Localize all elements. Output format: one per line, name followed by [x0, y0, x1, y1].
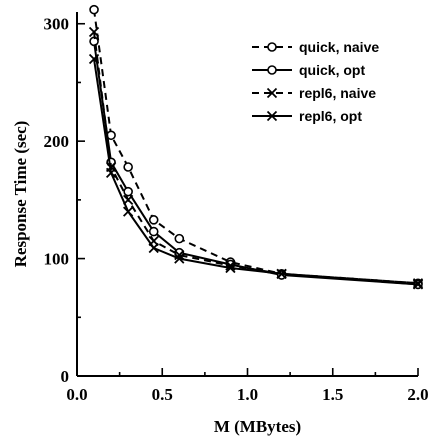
series-repl6-opt [88, 53, 424, 290]
x-marker [225, 262, 236, 274]
x-marker [123, 206, 134, 217]
x-marker-stroke [225, 260, 236, 271]
x-marker [266, 87, 278, 99]
x-axis-title: M (MBytes) [214, 417, 301, 436]
legend-item: quick, naive [252, 39, 379, 55]
x-marker-stroke [412, 279, 424, 290]
series-layer [88, 4, 424, 290]
x-marker [105, 167, 117, 179]
axes: 0.0 0.5 1.0 1.5 2.0 0 100 200 300 [44, 12, 429, 404]
x-marker [88, 53, 100, 65]
legend-label: repl6, opt [299, 108, 362, 124]
legend-item: repl6, opt [252, 108, 362, 124]
x-marker-stroke [276, 268, 287, 279]
x-marker-stroke [88, 53, 100, 65]
x-tick-label: 2.0 [407, 385, 428, 404]
x-marker [266, 110, 278, 122]
legend-label: quick, opt [299, 62, 365, 78]
series-repl6-naive [88, 26, 424, 289]
x-marker [88, 26, 100, 38]
legend-label: repl6, naive [299, 85, 376, 101]
x-tick-label: 1.5 [322, 385, 343, 404]
y-tick-label: 0 [61, 367, 70, 386]
x-marker-stroke [225, 262, 236, 274]
x-marker-stroke [148, 242, 159, 254]
x-marker-stroke [105, 167, 117, 179]
x-marker-stroke [174, 253, 185, 264]
x-marker-stroke [88, 26, 100, 38]
x-tick-label: 1.0 [237, 385, 258, 404]
legend-item: quick, opt [252, 62, 365, 78]
circle-marker [174, 233, 185, 244]
x-marker-stroke [266, 110, 278, 122]
circle-marker [267, 65, 277, 75]
y-tick-label: 200 [44, 132, 70, 151]
x-tick-label: 0.0 [66, 385, 87, 404]
series-line [93, 58, 419, 286]
y-tick-label: 300 [44, 15, 70, 34]
series-quick-opt [89, 36, 423, 290]
x-marker-stroke [266, 87, 278, 99]
circle-marker [148, 226, 159, 237]
x-tick-label: 0.5 [152, 385, 173, 404]
circle-marker [148, 215, 159, 225]
circle-marker [123, 162, 133, 172]
x-marker [174, 253, 185, 264]
circle-marker [89, 4, 99, 15]
circle-marker [267, 42, 277, 52]
x-marker [148, 242, 159, 254]
circle-marker [123, 186, 133, 197]
x-marker [412, 279, 424, 290]
legend-item: repl6, naive [252, 85, 376, 101]
y-axis-title: Response Time (sec) [11, 121, 30, 268]
x-marker-stroke [123, 206, 134, 217]
series-line [93, 41, 419, 286]
legend-label: quick, naive [299, 39, 379, 55]
x-marker [276, 268, 287, 279]
y-tick-label: 100 [44, 250, 70, 269]
legend: quick, naive quick, opt repl6, naive repl6,… [252, 39, 379, 124]
